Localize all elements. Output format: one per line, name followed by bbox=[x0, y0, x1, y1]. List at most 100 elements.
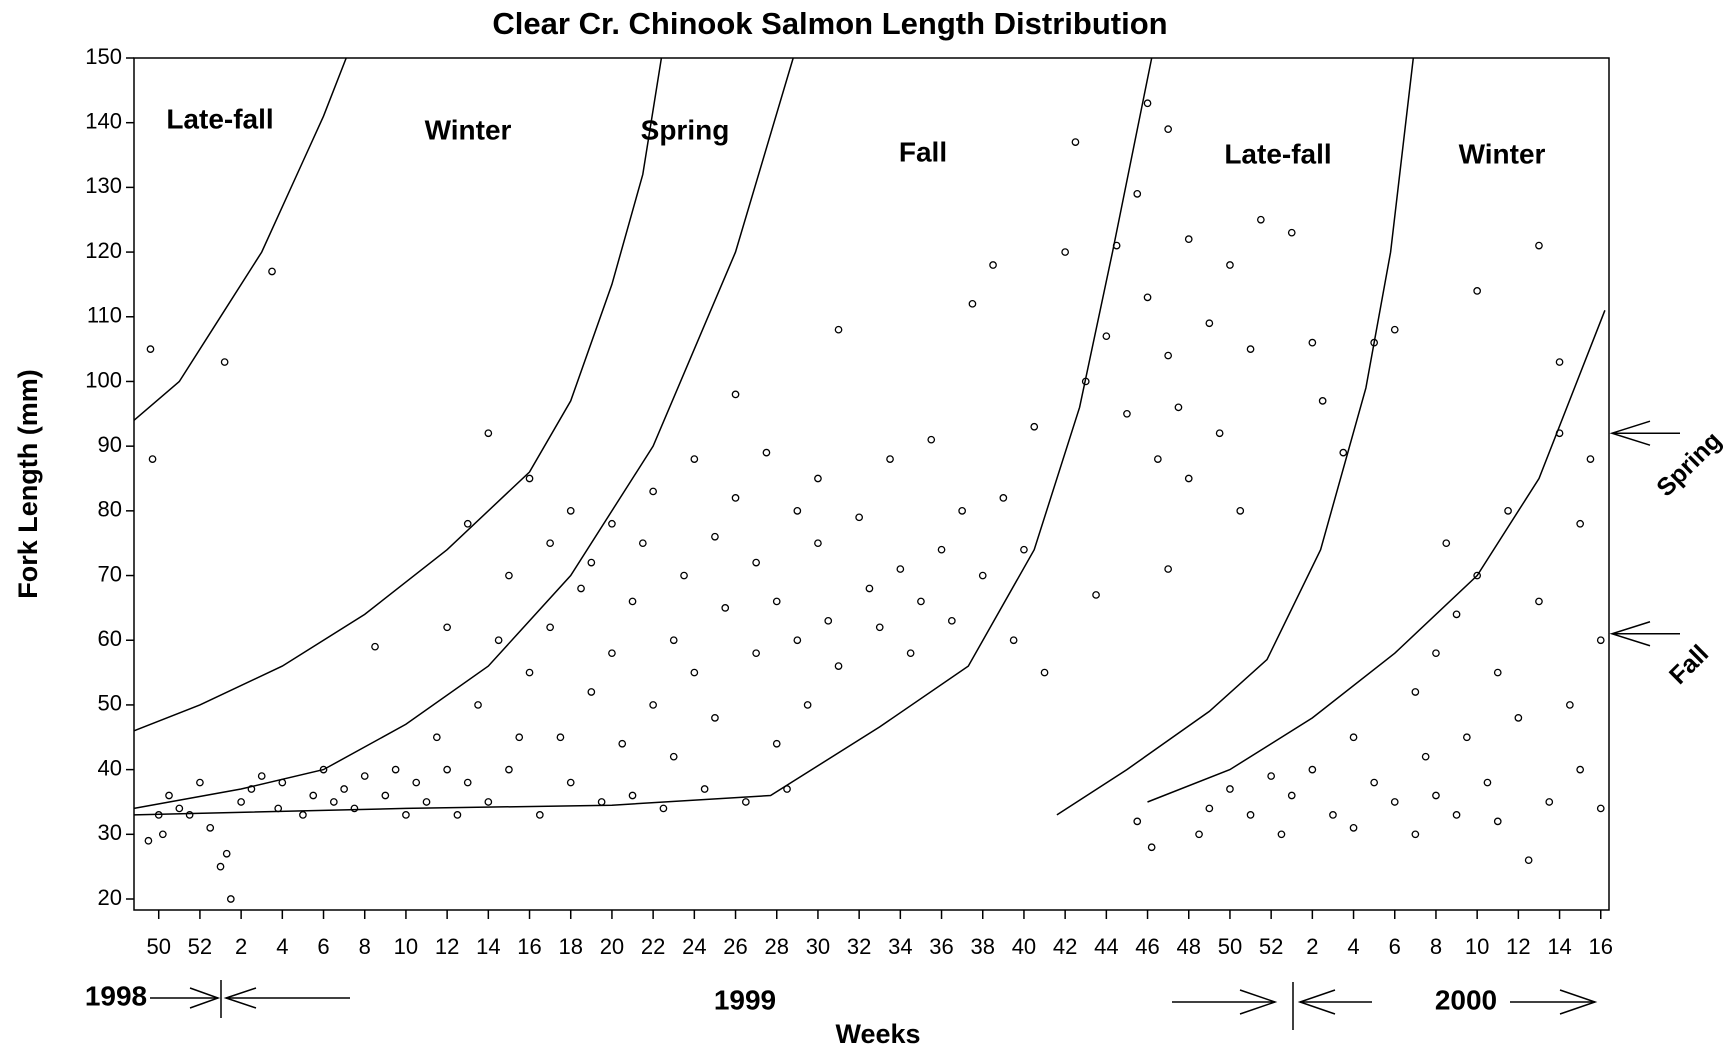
point bbox=[1432, 649, 1440, 658]
point bbox=[463, 519, 472, 528]
point bbox=[1226, 785, 1234, 793]
point bbox=[1596, 636, 1605, 645]
point bbox=[453, 811, 462, 819]
y-tick-label: 70 bbox=[98, 561, 122, 586]
x-tick-label: 38 bbox=[971, 934, 995, 959]
point bbox=[1349, 733, 1358, 742]
x-tick-label: 14 bbox=[476, 934, 500, 959]
point bbox=[237, 798, 245, 806]
x-tick-label: 18 bbox=[558, 934, 582, 959]
point bbox=[1061, 248, 1069, 256]
point bbox=[1030, 422, 1039, 431]
point bbox=[587, 688, 596, 696]
point bbox=[1493, 668, 1502, 677]
side-arrowhead bbox=[1609, 621, 1651, 647]
point bbox=[146, 345, 155, 353]
point bbox=[1081, 377, 1090, 386]
point bbox=[443, 765, 451, 774]
point bbox=[309, 791, 318, 800]
point bbox=[1308, 765, 1317, 774]
x-tick-label: 42 bbox=[1053, 934, 1077, 959]
point bbox=[1586, 455, 1595, 463]
point bbox=[484, 798, 493, 806]
point bbox=[226, 895, 235, 903]
point bbox=[855, 513, 863, 522]
point bbox=[1390, 798, 1399, 806]
x-tick-label: 26 bbox=[723, 934, 747, 959]
point bbox=[154, 811, 163, 819]
point bbox=[896, 565, 905, 573]
point bbox=[628, 791, 637, 800]
y-tick-label: 120 bbox=[85, 238, 122, 263]
x-tick-label: 34 bbox=[888, 934, 912, 959]
point bbox=[824, 616, 833, 625]
point bbox=[1308, 338, 1317, 347]
point bbox=[412, 778, 421, 787]
point bbox=[947, 616, 956, 625]
point bbox=[669, 752, 678, 761]
point bbox=[772, 597, 781, 606]
run-label: Spring bbox=[641, 114, 730, 145]
side-arrowhead bbox=[1609, 420, 1651, 446]
point bbox=[222, 849, 231, 858]
point bbox=[1215, 429, 1224, 438]
point bbox=[1009, 636, 1018, 645]
x-tick-label: 6 bbox=[1389, 934, 1401, 959]
y-tick-label: 90 bbox=[98, 432, 122, 457]
point bbox=[319, 765, 328, 774]
point bbox=[1566, 701, 1574, 709]
point bbox=[917, 597, 925, 606]
x-tick-label: 8 bbox=[1430, 934, 1442, 959]
point bbox=[1226, 261, 1234, 269]
plot-frame bbox=[133, 57, 1610, 911]
point bbox=[360, 772, 369, 780]
point bbox=[1452, 811, 1461, 819]
point bbox=[1205, 319, 1214, 328]
point bbox=[463, 778, 472, 787]
x-tick-label: 24 bbox=[682, 934, 706, 959]
point bbox=[546, 623, 554, 632]
point bbox=[1040, 668, 1049, 677]
y-tick-label: 140 bbox=[85, 109, 122, 134]
year-label: 2000 bbox=[1435, 984, 1497, 1015]
point bbox=[1411, 830, 1420, 839]
x-tick-label: 22 bbox=[641, 934, 665, 959]
point bbox=[1545, 798, 1554, 806]
run-label: Fall bbox=[899, 136, 947, 167]
point bbox=[1432, 791, 1440, 800]
point bbox=[999, 494, 1008, 502]
run-curve bbox=[133, 57, 794, 810]
run-label: Winter bbox=[1459, 138, 1546, 169]
point bbox=[762, 448, 771, 457]
point bbox=[958, 506, 966, 515]
point bbox=[1133, 817, 1142, 826]
point bbox=[185, 811, 194, 819]
y-tick-label: 130 bbox=[85, 173, 122, 198]
y-tick-label: 40 bbox=[98, 755, 122, 780]
point bbox=[484, 429, 493, 438]
point bbox=[834, 662, 843, 670]
y-tick-label: 30 bbox=[98, 820, 122, 845]
x-tick-label: 46 bbox=[1135, 934, 1159, 959]
point bbox=[741, 798, 750, 806]
point bbox=[752, 649, 760, 658]
point bbox=[577, 584, 585, 593]
point bbox=[752, 558, 760, 567]
point bbox=[690, 668, 699, 677]
x-tick-label: 4 bbox=[276, 934, 288, 959]
point bbox=[505, 765, 513, 774]
point bbox=[1349, 823, 1358, 832]
point bbox=[1133, 190, 1142, 198]
point bbox=[1153, 455, 1162, 463]
point bbox=[1184, 235, 1193, 243]
point bbox=[628, 597, 637, 606]
y-tick-label: 20 bbox=[98, 885, 122, 910]
point bbox=[158, 830, 167, 839]
point bbox=[144, 836, 153, 845]
point bbox=[422, 798, 431, 806]
point bbox=[1421, 752, 1430, 761]
point bbox=[587, 558, 596, 567]
x-tick-label: 48 bbox=[1177, 934, 1201, 959]
point bbox=[165, 791, 173, 800]
point bbox=[1164, 125, 1172, 134]
